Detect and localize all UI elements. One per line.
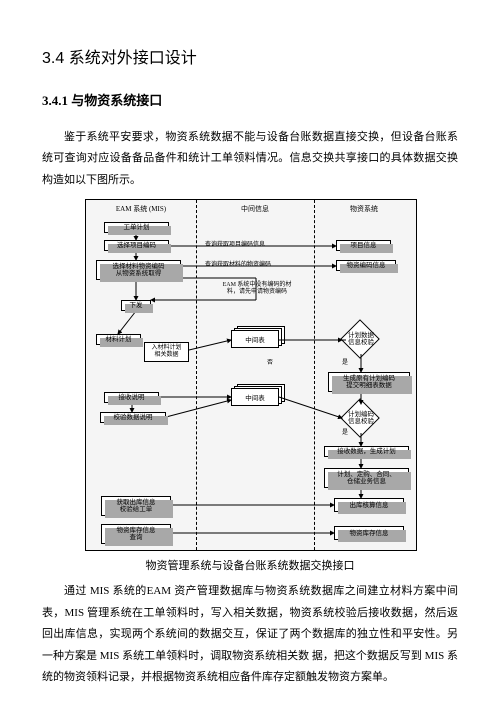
- node-material-code-info: 物资编码信息: [336, 260, 396, 271]
- node-issue: 下发: [121, 300, 151, 311]
- node-material-plan: 材料计划: [96, 334, 141, 345]
- label-query-material-code: 查询获取材料的物资编码: [204, 262, 272, 269]
- decision-plan-verify-label: 计划数据信息校验: [334, 326, 388, 352]
- node-accept-desc: 接收说明: [104, 392, 159, 403]
- label-query-project: 查询获取项目编码信息: [204, 242, 266, 249]
- node-get-outbound: 获取出库信息校验给工单: [101, 496, 171, 516]
- node-accept-gen-plan: 接收数据，生成计划: [324, 446, 409, 457]
- paragraph-intro: 鉴于系统平安要求，物资系统数据不能与设备台账数据直接交换，但设备台账系统可查询对…: [42, 127, 458, 191]
- node-mid-table-2: 中间表: [231, 388, 279, 406]
- col-title-eam: EAM 系统 (MIS): [86, 204, 196, 214]
- col-title-middle: 中间信息: [196, 204, 314, 214]
- node-stock-query: 物资库存信息查询: [101, 524, 171, 544]
- node-input-plan-data: 入材料计划相关数据: [144, 342, 189, 362]
- node-project-info: 项目信息: [336, 240, 391, 251]
- figure-container: EAM 系统 (MIS) 中间信息 物资系统 工单计划 选择项目编码 选择材料物…: [85, 199, 415, 573]
- node-select-material-code: 选择材料物资编码从物资系统取得: [96, 260, 181, 280]
- node-mid-table-1: 中间表: [231, 330, 279, 348]
- paragraph-explain: 通过 MIS 系统的EAM 资产管理数据库与物资系统数据库之间建立材料方案中间表…: [42, 581, 458, 688]
- label-apply-code: EAM 系统中没有编码的材料，请先申请物资编码: [204, 282, 310, 295]
- flowchart-figure: EAM 系统 (MIS) 中间信息 物资系统 工单计划 选择项目编码 选择材料物…: [85, 199, 417, 551]
- node-select-project: 选择项目编码: [104, 240, 169, 251]
- figure-caption: 物资管理系统与设备台账系统数据交换接口: [85, 557, 415, 573]
- section-heading: 3.4 系统对外接口设计: [42, 44, 458, 68]
- node-work-plan: 工单计划: [104, 222, 169, 233]
- column-divider-2: [314, 200, 315, 550]
- node-biz-info: 计划、定购、合同、仓储业务信息: [324, 468, 409, 488]
- node-gen-plan-code: 生成原有计划编码提交明细表数据: [328, 372, 410, 392]
- decision-code-verify-label: 计划编码信息校验: [334, 405, 388, 431]
- node-outbound-info: 出库核算信息: [334, 498, 404, 512]
- label-no: 否: [266, 360, 274, 367]
- node-stock-info: 物资库存信息: [334, 526, 404, 540]
- node-verify-desc: 校验数据说明: [100, 412, 166, 423]
- col-title-material: 物资系统: [314, 204, 414, 214]
- subsection-heading: 3.4.1 与物资系统接口: [42, 90, 458, 109]
- column-divider-1: [196, 200, 197, 550]
- label-yes-1: 是: [341, 360, 349, 367]
